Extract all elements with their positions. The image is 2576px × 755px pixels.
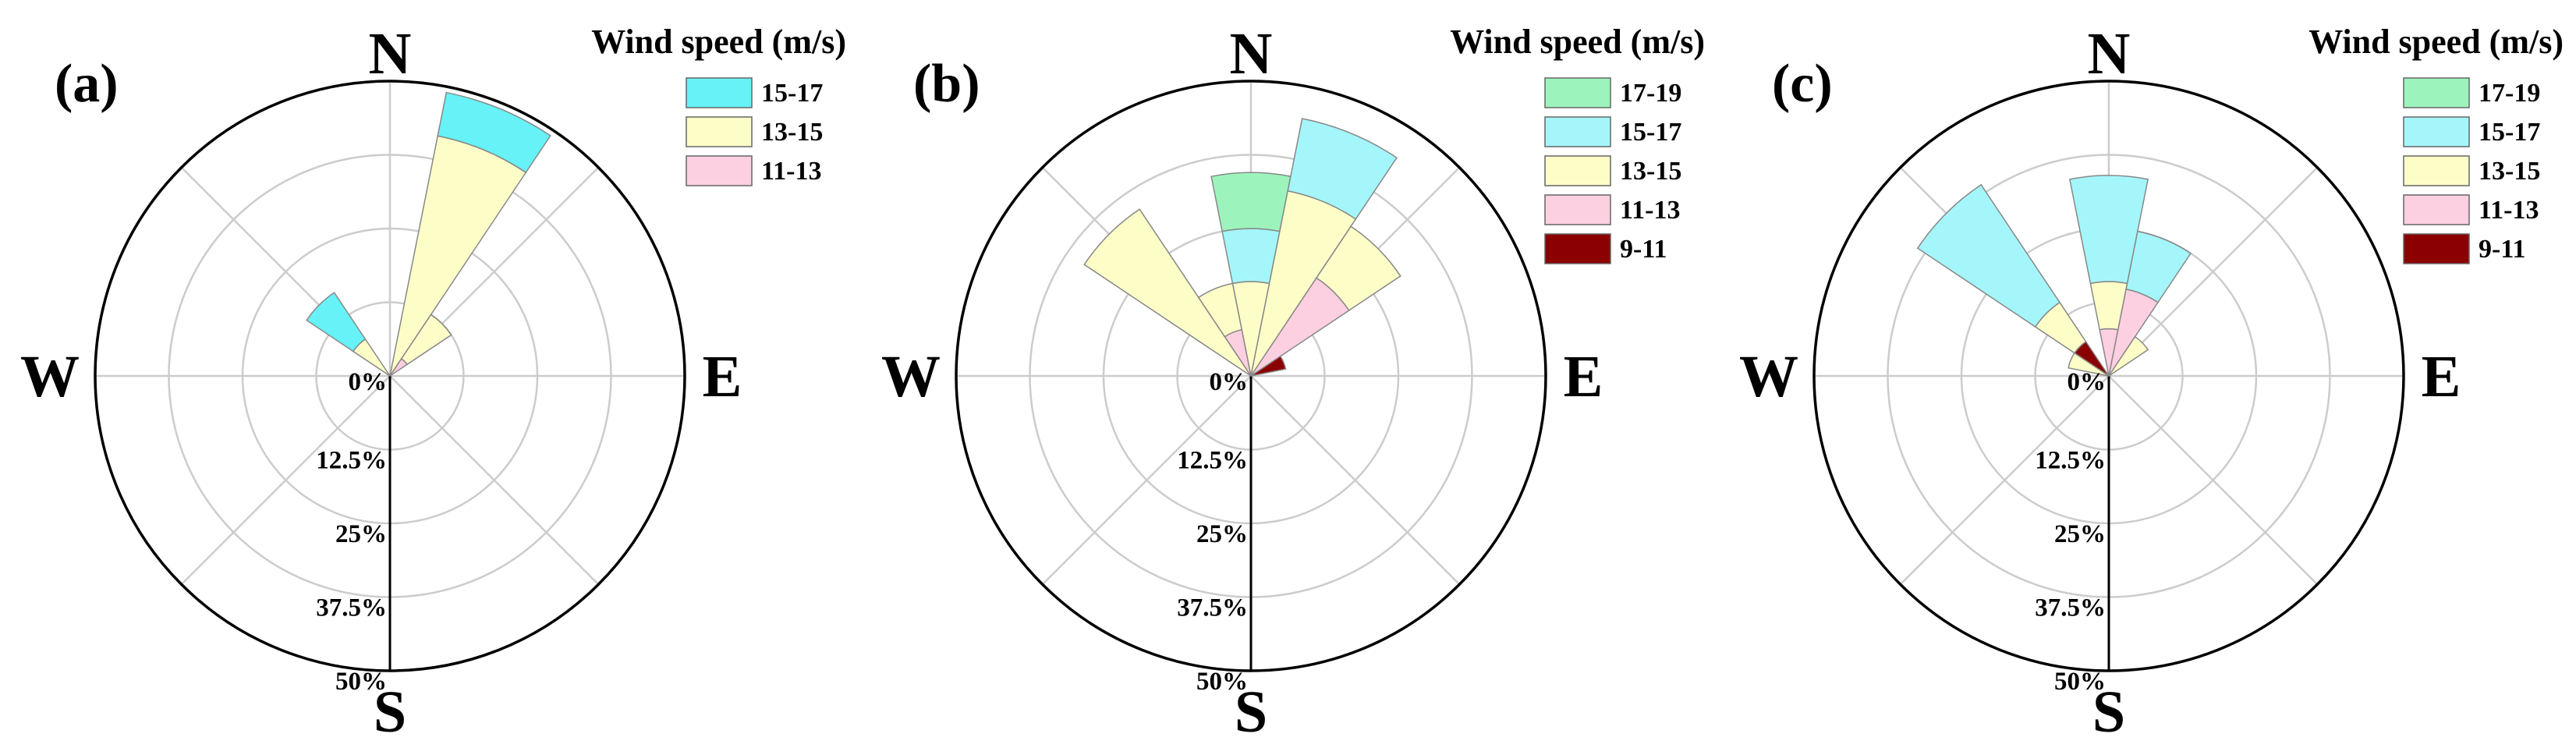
compass-E: E (2422, 344, 2461, 409)
compass-W: W (1739, 344, 1798, 409)
legend-title: Wind speed (m/s) (1450, 23, 1705, 61)
legend-swatch (2403, 116, 2470, 147)
legend-swatch (686, 155, 753, 186)
legend-swatch (1544, 233, 1611, 264)
sector-segment-13-15 (400, 314, 452, 366)
sector-segment-15-17 (1916, 183, 2061, 328)
grid-spoke (1899, 375, 2110, 586)
compass-S: S (2092, 679, 2125, 745)
compass-N: N (369, 21, 412, 87)
sector-segment-13-15 (1083, 208, 1252, 377)
panel-label: (c) (1772, 54, 1833, 114)
radial-tick-label: 12.5% (316, 447, 387, 475)
legend-label: 11-13 (2479, 196, 2539, 225)
legend-title: Wind speed (m/s) (591, 23, 846, 61)
legend-swatch (2403, 233, 2470, 264)
legend-label: 15-17 (1620, 118, 1681, 147)
radial-tick-label: 12.5% (2035, 447, 2106, 475)
radial-tick-label: 25% (2054, 520, 2106, 548)
radial-tick-label: 50% (335, 668, 387, 696)
legend-label: 13-15 (1620, 157, 1681, 186)
radial-tick-label: 0% (1210, 368, 1249, 396)
wind-rose-svg: 0% 12.5% 25% 37.5% 50% N E S W (b) Wind speed (m/s… (881, 21, 1705, 745)
legend-label: 15-17 (761, 79, 823, 108)
compass-E: E (1564, 344, 1603, 409)
sector-segment-15-17 (306, 292, 367, 353)
legend-label: 9-11 (1620, 235, 1667, 264)
grid-spoke (2108, 166, 2319, 377)
wind-rose-svg: 0% 12.5% 25% 37.5% 50% N E S W (a) Wind speed (m/s… (20, 21, 846, 745)
legend-label: 17-19 (2479, 79, 2540, 108)
outer-ring (94, 80, 686, 672)
compass-N: N (1230, 21, 1273, 87)
radial-tick-label: 12.5% (1177, 447, 1248, 475)
sector-segment-17-19 (1210, 172, 1292, 232)
sector-segment-13-15 (1315, 225, 1401, 312)
panel-label: (b) (913, 54, 980, 114)
legend-swatch (686, 77, 753, 108)
legend-swatch (1544, 155, 1611, 186)
legend-swatch (1544, 77, 1611, 108)
grid-spoke (1041, 375, 1252, 586)
legend-label: 13-15 (761, 118, 823, 147)
grid-spoke (2108, 375, 2319, 586)
legend-swatch (2403, 77, 2470, 108)
legend-title: Wind speed (m/s) (2308, 23, 2564, 61)
sector-segment-13-15 (2108, 335, 2149, 377)
legend-swatch (1544, 116, 1611, 147)
sector-segment-9-11 (1250, 355, 1287, 377)
sector-segment-13-15 (1197, 282, 1243, 338)
outer-ring (1812, 80, 2405, 672)
sector-segment-15-17 (437, 91, 551, 174)
sector-segment-15-17 (2068, 175, 2149, 285)
radial-tick-label: 0% (2068, 368, 2107, 396)
radial-tick-label: 37.5% (1177, 594, 1248, 622)
wind-rose-svg: 0% 12.5% 25% 37.5% 50% N E S W (c) Wind speed (m/s… (1739, 21, 2564, 745)
sector-segment-15-17 (2125, 230, 2192, 303)
compass-E: E (703, 344, 742, 409)
legend-label: 9-11 (2479, 235, 2525, 264)
radial-tick-label: 25% (1196, 520, 1248, 548)
legend-label: 15-17 (2479, 118, 2540, 147)
radial-tick-label: 50% (1196, 668, 1248, 696)
grid-spoke (1250, 375, 1461, 586)
wind-rose-panel-b: 0% 12.5% 25% 37.5% 50% N E S W (b) Wind speed (m/s… (859, 0, 1717, 755)
legend-swatch (2403, 194, 2470, 225)
compass-W: W (881, 344, 941, 409)
radial-tick-label: 37.5% (2035, 594, 2106, 622)
legend-swatch (1544, 194, 1611, 225)
legend-swatch (2403, 155, 2470, 186)
compass-W: W (20, 344, 80, 409)
wind-rose-panel-c: 0% 12.5% 25% 37.5% 50% N E S W (c) Wind speed (m/s… (1717, 0, 2576, 755)
radial-tick-label: 0% (349, 368, 388, 396)
grid-spoke (180, 375, 391, 586)
radial-tick-label: 25% (335, 520, 387, 548)
grid-spoke (389, 375, 600, 586)
compass-N: N (2088, 21, 2131, 87)
radial-tick-label: 37.5% (316, 594, 387, 622)
sector-segment-15-17 (1287, 118, 1398, 220)
legend-label: 13-15 (2479, 157, 2540, 186)
sector-segment-13-15 (389, 135, 527, 377)
legend-label: 11-13 (1620, 196, 1680, 225)
legend-label: 11-13 (761, 157, 821, 186)
compass-S: S (374, 679, 406, 745)
panel-label: (a) (55, 54, 119, 114)
outer-ring (955, 80, 1547, 672)
compass-S: S (1235, 679, 1267, 745)
legend-swatch (686, 116, 753, 147)
wind-rose-panel-a: 0% 12.5% 25% 37.5% 50% N E S W (a) Wind speed (m/s… (0, 0, 859, 755)
legend-label: 17-19 (1620, 79, 1681, 108)
radial-tick-label: 50% (2054, 668, 2106, 696)
